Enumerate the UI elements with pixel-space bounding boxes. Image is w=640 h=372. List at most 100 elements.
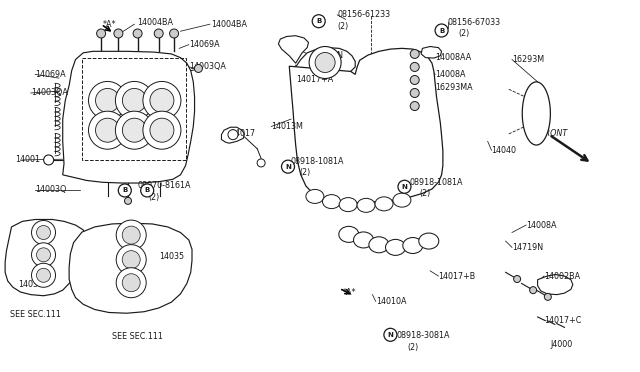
Text: N: N: [387, 332, 394, 338]
Polygon shape: [522, 82, 550, 145]
Text: 14035: 14035: [18, 280, 43, 289]
Circle shape: [312, 15, 325, 28]
Circle shape: [95, 118, 120, 142]
Ellipse shape: [323, 195, 340, 209]
Circle shape: [116, 268, 146, 298]
Text: B: B: [145, 187, 150, 193]
Polygon shape: [296, 48, 355, 76]
Polygon shape: [278, 36, 308, 63]
Circle shape: [384, 328, 397, 341]
Circle shape: [410, 89, 419, 97]
Circle shape: [122, 274, 140, 292]
Text: 14008AA: 14008AA: [435, 53, 472, 62]
Text: 14004BA: 14004BA: [211, 20, 247, 29]
Text: *A*: *A*: [102, 20, 116, 29]
Circle shape: [150, 118, 174, 142]
Circle shape: [410, 76, 419, 84]
Text: 14003Q: 14003Q: [35, 185, 67, 194]
Circle shape: [31, 263, 56, 287]
Circle shape: [88, 111, 127, 149]
Circle shape: [122, 226, 140, 244]
Text: (2): (2): [300, 169, 311, 177]
Circle shape: [133, 29, 142, 38]
Circle shape: [125, 198, 131, 204]
Text: (2): (2): [419, 189, 431, 198]
Circle shape: [88, 81, 127, 119]
Text: (2): (2): [337, 22, 349, 31]
Text: B: B: [439, 28, 444, 33]
Ellipse shape: [353, 232, 374, 248]
Circle shape: [141, 184, 154, 197]
Ellipse shape: [357, 198, 375, 212]
Text: B: B: [316, 18, 321, 24]
Polygon shape: [63, 51, 195, 183]
Circle shape: [36, 225, 51, 240]
Ellipse shape: [339, 226, 359, 243]
Circle shape: [150, 89, 174, 112]
Circle shape: [118, 184, 131, 197]
Ellipse shape: [419, 233, 439, 249]
Circle shape: [228, 130, 238, 140]
Circle shape: [122, 251, 140, 269]
Text: SEE SEC.111: SEE SEC.111: [112, 332, 163, 341]
Text: 14008A: 14008A: [435, 70, 466, 79]
Text: 14017+C: 14017+C: [544, 316, 581, 325]
Circle shape: [36, 268, 51, 282]
Text: 16376N: 16376N: [312, 51, 342, 60]
Text: 08070-8161A: 08070-8161A: [138, 182, 191, 190]
Circle shape: [410, 102, 419, 110]
Text: 14069A: 14069A: [189, 40, 220, 49]
Text: B: B: [122, 187, 127, 193]
Text: 08156-61233: 08156-61233: [337, 10, 390, 19]
Ellipse shape: [375, 197, 393, 211]
Text: 14008A: 14008A: [526, 221, 557, 230]
Text: N: N: [285, 164, 291, 170]
Circle shape: [115, 81, 154, 119]
Ellipse shape: [369, 237, 389, 253]
Circle shape: [530, 287, 536, 294]
Text: 16293MA: 16293MA: [435, 83, 473, 92]
Circle shape: [116, 220, 146, 250]
Text: 16293M: 16293M: [512, 55, 544, 64]
Circle shape: [114, 29, 123, 38]
Polygon shape: [69, 223, 192, 313]
Circle shape: [116, 245, 146, 275]
Text: 14017+B: 14017+B: [438, 272, 476, 280]
Text: 14010A: 14010A: [376, 297, 406, 306]
Circle shape: [122, 118, 147, 142]
Circle shape: [514, 276, 520, 282]
Ellipse shape: [393, 193, 411, 207]
Circle shape: [545, 294, 551, 300]
Circle shape: [44, 155, 54, 165]
Ellipse shape: [339, 198, 357, 212]
Text: 14040: 14040: [492, 146, 516, 155]
Text: FRONT: FRONT: [541, 129, 568, 138]
Circle shape: [31, 221, 56, 244]
Text: 14035: 14035: [159, 252, 184, 261]
Circle shape: [315, 52, 335, 73]
Text: 14013M: 14013M: [271, 122, 303, 131]
Circle shape: [154, 29, 163, 38]
Text: SEE SEC.111: SEE SEC.111: [10, 310, 60, 319]
Text: 14069A: 14069A: [35, 70, 66, 79]
Text: 14002BA: 14002BA: [544, 272, 580, 280]
Text: 14003QA: 14003QA: [189, 62, 226, 71]
Polygon shape: [5, 219, 86, 296]
Circle shape: [115, 111, 154, 149]
Text: 14004BA: 14004BA: [138, 18, 173, 27]
Text: 14003QA: 14003QA: [31, 89, 68, 97]
Polygon shape: [538, 275, 573, 295]
Text: 08156-67033: 08156-67033: [448, 18, 501, 27]
Text: (2): (2): [148, 193, 160, 202]
Polygon shape: [289, 48, 443, 203]
Circle shape: [122, 89, 147, 112]
Circle shape: [31, 243, 56, 267]
Circle shape: [410, 62, 419, 71]
Text: 08918-3081A: 08918-3081A: [397, 331, 451, 340]
Text: 08918-1081A: 08918-1081A: [410, 178, 463, 187]
Text: 14017+A: 14017+A: [296, 76, 333, 84]
Polygon shape: [421, 46, 442, 58]
Text: J4000: J4000: [550, 340, 573, 349]
Text: (2): (2): [407, 343, 419, 352]
Text: 14719N: 14719N: [512, 243, 543, 252]
